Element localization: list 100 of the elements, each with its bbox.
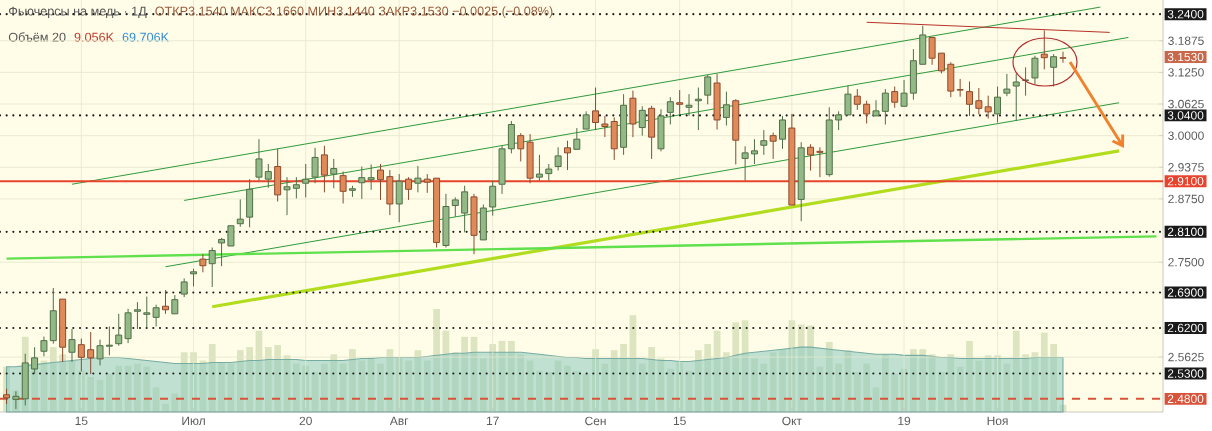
candlestick [96, 339, 104, 366]
candlestick [1003, 73, 1011, 97]
bar [423, 360, 431, 412]
candlestick [610, 116, 618, 161]
candlestick [124, 308, 132, 344]
candlestick [115, 313, 123, 347]
candlestick [554, 146, 562, 172]
bar [554, 360, 562, 412]
candlestick [750, 138, 758, 165]
candlestick [872, 99, 880, 117]
bar [835, 363, 842, 412]
candlestick [358, 166, 366, 200]
chart-title: Фьючерсы на медь · 1Д [8, 6, 147, 19]
candlestick [638, 105, 646, 137]
candlestick [302, 163, 310, 198]
candlestick [657, 108, 665, 152]
bar [975, 360, 983, 412]
annotation: 69.706K [122, 32, 169, 42]
x-tick-label: 20 [299, 416, 312, 426]
x-tick-label: 17 [486, 416, 499, 425]
candlestick [236, 198, 244, 228]
x-tick-label: 15 [673, 416, 686, 426]
ref-line-label: 2.5300 [1167, 369, 1204, 378]
candlestick [49, 287, 57, 345]
candlestick [227, 225, 235, 247]
bar [106, 373, 113, 412]
candlestick [395, 173, 403, 223]
bar [891, 373, 899, 412]
candlestick [1022, 66, 1030, 97]
candlestick [526, 133, 534, 184]
candlestick [722, 91, 730, 127]
candlestick [152, 304, 160, 327]
candlestick [143, 296, 151, 328]
y-tick-label: 2.8750 [1168, 194, 1204, 204]
candlestick [161, 289, 169, 315]
y-tick-label: 2.9375 [1168, 163, 1204, 172]
bar [134, 363, 141, 412]
bar [545, 371, 553, 412]
chart-subtitle: ОТКР3.1540 МАКС3.1660 МИН3.1440 ЗАКР3.1530 −0.0025 (−0.08%) [155, 6, 553, 19]
x-tick-label: Июл [182, 416, 205, 426]
candlestick [676, 89, 684, 115]
candlestick [87, 331, 95, 375]
candlestick [1059, 51, 1067, 64]
candlestick [760, 129, 768, 156]
x-tick-label: Авг [389, 416, 409, 425]
ref-line-label: 2.8100 [1167, 227, 1204, 237]
chart-title: Объём 20 [8, 32, 66, 42]
bar [760, 363, 768, 412]
bar [938, 371, 945, 412]
ref-line-label: 2.6200 [1167, 323, 1204, 333]
bar [143, 366, 151, 412]
bar [218, 362, 225, 412]
x-tick-label: Сен [585, 416, 606, 426]
bar [377, 363, 384, 412]
ref-line-label: 3.0400 [1167, 111, 1204, 120]
ref-line-label: 3.2400 [1167, 9, 1204, 19]
bar [171, 393, 179, 412]
candlestick [1031, 55, 1039, 85]
candlestick [246, 178, 254, 228]
annotation: 9.056K [74, 32, 114, 42]
candlestick [442, 193, 450, 249]
y-tick-label: 3.0000 [1168, 131, 1204, 140]
candlestick [601, 115, 609, 138]
y-tick-label: 3.1875 [1168, 36, 1204, 45]
bar [638, 363, 646, 412]
y-tick-label: 2.5625 [1168, 352, 1204, 362]
candlestick [311, 147, 319, 184]
candlestick [900, 79, 908, 107]
candlestick [816, 146, 824, 178]
bar [358, 360, 366, 412]
candlestick [199, 253, 207, 273]
candlestick [788, 113, 796, 206]
candlestick [965, 80, 973, 117]
bar [87, 376, 95, 412]
candlestick [470, 193, 478, 255]
bar [956, 366, 964, 412]
candlestick [367, 163, 375, 191]
bar [536, 370, 543, 412]
candlestick [40, 336, 48, 357]
x-tick-label: 19 [898, 416, 911, 426]
y-tick-label: 2.7500 [1168, 257, 1204, 267]
candlestick [629, 90, 637, 138]
text: 3.1530 [1167, 52, 1204, 62]
ref-line-label: 2.9100 [1167, 176, 1204, 186]
candlestick [741, 145, 749, 182]
bar [666, 368, 674, 412]
candlestick [713, 73, 721, 131]
candlestick [255, 138, 263, 182]
x-tick-label: Ноя [987, 416, 1008, 426]
candlestick [339, 171, 347, 204]
candlestick [423, 173, 431, 194]
candlestick [573, 127, 581, 150]
candlestick [414, 165, 422, 193]
bar [564, 365, 571, 412]
ref-line-label: 2.6900 [1167, 288, 1204, 297]
bar [573, 370, 581, 412]
candlestick [433, 177, 441, 249]
bar [321, 363, 328, 412]
candlestick [386, 169, 394, 216]
y-tick-label: 3.1250 [1168, 68, 1204, 77]
